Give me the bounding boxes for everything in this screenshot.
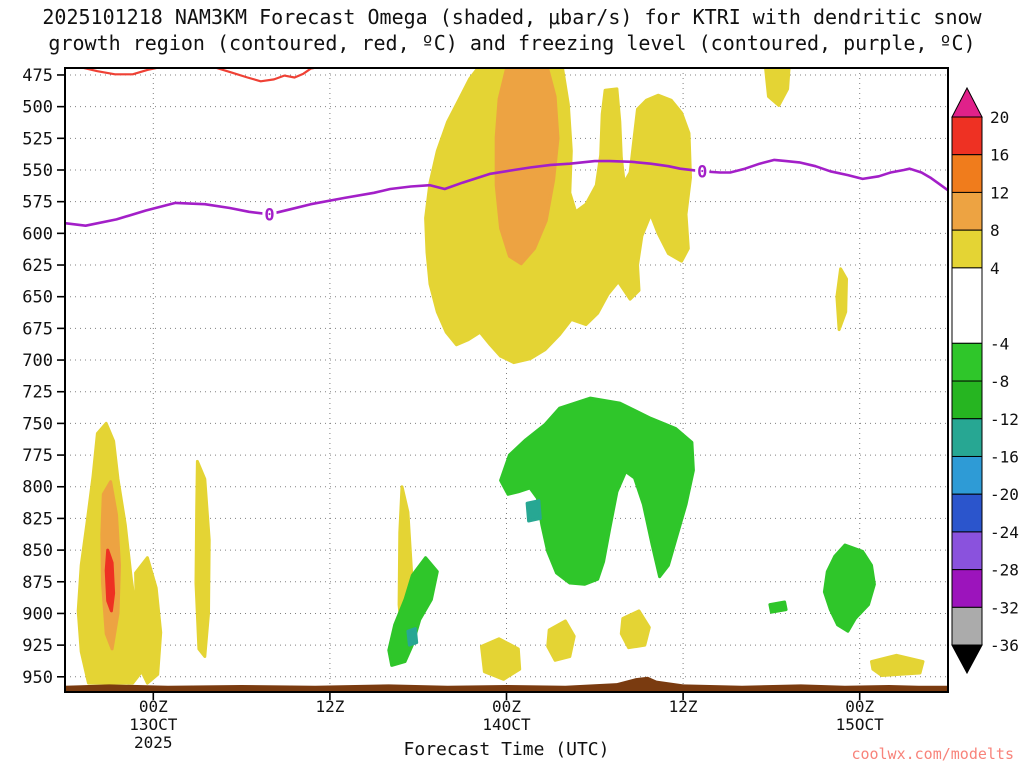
dendritic-contour: [82, 68, 315, 83]
x-tick-label: 00Z: [845, 697, 874, 716]
colorbar-tick-label: -4: [990, 334, 1009, 353]
shaded-region-central-downdraft-m8tom4: [499, 396, 695, 586]
x-tick-label: 14OCT: [482, 715, 531, 734]
shaded-region-teal-spot-central: [525, 499, 542, 523]
freezing-level-contour: 00: [65, 158, 948, 228]
colorbar: 20 16 12 8 4 -4 -8 -12 -16 -20 -24 -28 -32 -36: [951, 86, 1019, 675]
colorbar-tick-label: -12: [990, 410, 1019, 429]
colorbar-tick-label: 16: [990, 146, 1009, 165]
colorbar-segment: [951, 380, 983, 420]
y-tick-label: 650: [22, 288, 53, 308]
colorbar-tick-label: -32: [990, 598, 1019, 617]
gridlines: [65, 68, 948, 692]
colorbar-segment: [951, 229, 983, 269]
y-tick-label: 575: [22, 193, 53, 213]
colorbar-segment: [951, 418, 983, 457]
y-tick-label: 950: [22, 668, 53, 688]
colorbar-segment: [951, 493, 983, 533]
shaded-region-bottom-patch-3-4to8: [619, 609, 651, 650]
shaded-region-central-plume-8to12: [494, 68, 560, 266]
shaded-region-small-downdraft-dash: [768, 600, 788, 614]
y-tick-label: 475: [22, 66, 53, 86]
x-tick-label: 15OCT: [836, 715, 885, 734]
y-tick-label: 500: [22, 98, 53, 118]
shaded-region-right-sliver-4to8: [835, 267, 848, 332]
y-tick-label: 550: [22, 161, 53, 181]
freezing-level-label: 0: [697, 162, 707, 182]
chart-title: 2025101218 NAM3KM Forecast Omega (shaded…: [0, 4, 1024, 56]
x-tick-label: 2025: [134, 733, 173, 752]
y-tick-label: 775: [22, 446, 53, 466]
y-tick-label: 800: [22, 478, 53, 498]
colorbar-tick-label: 20: [990, 108, 1009, 127]
x-axis-title: Forecast Time (UTC): [403, 739, 610, 760]
shaded-region-bottom-patch-1-4to8: [480, 637, 522, 681]
colorbar-segment: [951, 191, 983, 231]
shaded-region-bottom-patch-2-4to8: [546, 619, 576, 662]
x-tick-label: 13OCT: [129, 715, 178, 734]
shaded-region-teal-spot-midleft: [406, 627, 419, 647]
y-tick-label: 675: [22, 319, 53, 339]
colorbar-segment: [951, 342, 983, 382]
x-tick-label: 00Z: [492, 697, 521, 716]
y-tick-label: 850: [22, 541, 53, 561]
freezing-level-label: 0: [264, 205, 274, 225]
shaded-region-left-column-16to20: [104, 548, 116, 613]
x-tick-label: 00Z: [139, 697, 168, 716]
x-tick-label: 12Z: [315, 697, 344, 716]
y-tick-label: 825: [22, 509, 53, 529]
y-tick-label: 925: [22, 636, 53, 656]
y-tick-label: 700: [22, 351, 53, 371]
colorbar-under-arrow: [951, 644, 983, 675]
y-tick-label: 725: [22, 383, 53, 403]
y-tick-label: 600: [22, 224, 53, 244]
terrain-profile: [65, 676, 948, 692]
shaded-region-central-plume-4to8: [424, 68, 692, 365]
y-axis: 475 500 525 550 575 600 625 650 675 700 725 750 775 8…: [22, 66, 65, 688]
y-tick-label: 525: [22, 129, 53, 149]
colorbar-tick-label: 4: [990, 259, 1000, 278]
shaded-region-left-column-east-lump-4to8: [134, 556, 163, 685]
colorbar-segment: [951, 154, 983, 193]
shaded-region-right-downdraft-m8tom4: [822, 543, 876, 633]
colorbar-segment: [951, 116, 983, 156]
chart-title-line1: 2025101218 NAM3KM Forecast Omega (shaded…: [42, 5, 982, 29]
colorbar-tick-label: 12: [990, 183, 1009, 202]
shaded-region-column-09h-4to8: [194, 459, 211, 658]
colorbar-tick-label: -8: [990, 372, 1009, 391]
colorbar-segment: [951, 606, 983, 646]
shaded-region-upper-right-patch-4to8: [764, 68, 791, 107]
colorbar-tick-label: -36: [990, 636, 1019, 655]
y-tick-label: 750: [22, 414, 53, 434]
colorbar-segment: [951, 455, 983, 495]
shaded-region-bottom-patch-right-4to8: [870, 653, 925, 677]
y-tick-label: 625: [22, 256, 53, 276]
colorbar-tick-label: 8: [990, 221, 1000, 240]
colorbar-tick-label: -28: [990, 561, 1019, 580]
omega-shading: [76, 68, 925, 685]
colorbar-over-arrow: [951, 86, 983, 118]
colorbar-tick-label: -20: [990, 485, 1019, 504]
colorbar-segment: [951, 267, 983, 344]
colorbar-segment: [951, 531, 983, 571]
terrain: [65, 676, 948, 692]
y-tick-label: 875: [22, 573, 53, 593]
chart-title-line2: growth region (contoured, red, ºC) and f…: [48, 31, 976, 55]
y-tick-label: 900: [22, 604, 53, 624]
colorbar-tick-label: -24: [990, 523, 1019, 542]
colorbar-segment: [951, 569, 983, 608]
watermark: coolwx.com/modelts: [851, 745, 1014, 763]
x-tick-label: 12Z: [669, 697, 698, 716]
shaded-region-midleft-downdraft-m8tom4: [387, 556, 439, 667]
colorbar-tick-label: -16: [990, 447, 1019, 466]
